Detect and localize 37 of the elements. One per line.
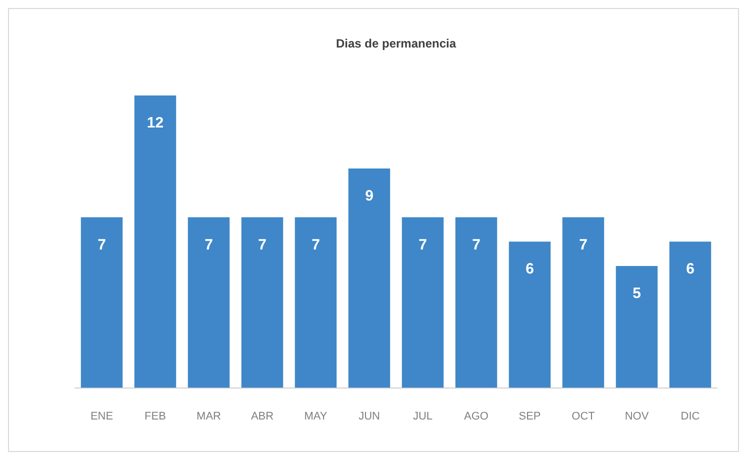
x-tick-label: NOV	[624, 410, 650, 422]
data-label: 7	[312, 236, 320, 254]
bar	[134, 95, 176, 388]
x-tick-label: ENE	[90, 410, 114, 422]
bar	[188, 217, 230, 388]
data-label: 5	[632, 285, 641, 302]
bar	[348, 168, 390, 388]
x-tick-label: FEB	[144, 410, 166, 422]
data-label: 6	[686, 260, 694, 278]
x-tick-label: SEP	[518, 410, 541, 422]
data-label: 7	[579, 236, 588, 254]
data-label: 7	[418, 236, 427, 254]
x-tick-label: MAR	[196, 410, 222, 422]
x-tick-label: MAY	[304, 410, 328, 422]
data-label: 9	[365, 188, 374, 205]
data-label: 6	[526, 260, 534, 278]
chart-title: Dias de permanencia	[336, 36, 456, 51]
bar	[508, 242, 551, 388]
x-tick-label: OCT	[572, 410, 596, 422]
x-tick-label: DIC	[680, 410, 700, 422]
bar	[80, 217, 123, 388]
x-tick-label: JUN	[358, 410, 380, 422]
bar	[402, 217, 444, 388]
x-tick-label: ABR	[250, 410, 274, 422]
data-label: 12	[146, 114, 164, 132]
x-tick-label: AGO	[464, 410, 489, 422]
bar	[616, 266, 658, 388]
data-label: 7	[472, 236, 480, 254]
bar	[294, 217, 337, 388]
bar	[455, 217, 498, 388]
data-label: 7	[258, 236, 266, 254]
bar	[669, 242, 712, 388]
data-label: 7	[204, 236, 213, 254]
x-tick-label: JUL	[412, 410, 433, 422]
bar	[241, 217, 284, 388]
bar	[562, 217, 604, 388]
data-label: 7	[98, 236, 106, 254]
